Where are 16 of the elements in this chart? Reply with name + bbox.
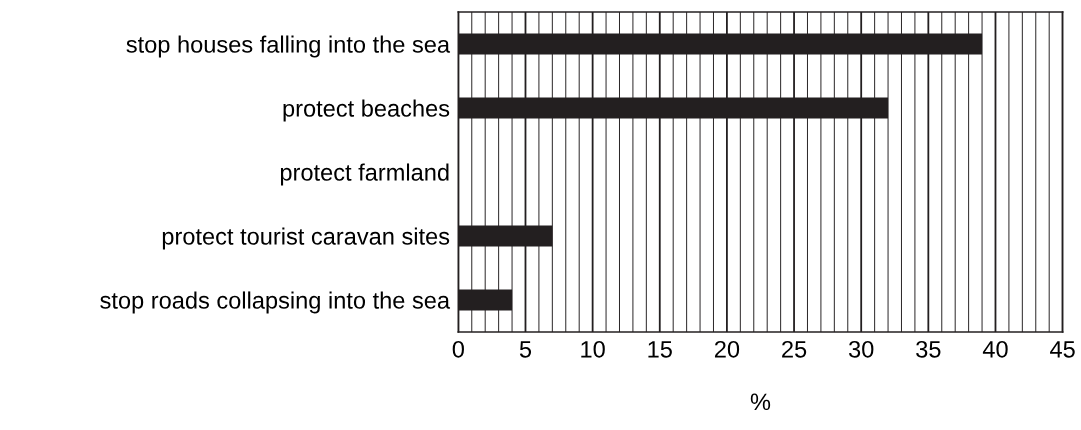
x-tick-label: 15 (648, 341, 672, 358)
y-tick-label: protect farmland (280, 163, 449, 186)
x-tick-label: 0 (452, 340, 464, 358)
x-tick-label: 5 (519, 341, 532, 358)
x-axis-title: % (750, 393, 771, 411)
y-tick-label: stop houses falling into the sea (126, 35, 451, 58)
y-tick-label: protect tourist caravan sites (162, 227, 450, 250)
x-tick-label: 35 (916, 340, 941, 358)
y-tick-label: stop roads collapsing into the sea (100, 291, 451, 314)
x-tick-label: 20 (714, 340, 740, 358)
x-tick-label: 25 (782, 340, 807, 358)
x-tick-label: 40 (982, 340, 1008, 358)
x-tick-label: 30 (848, 340, 874, 358)
x-tick-label: 45 (1050, 341, 1075, 358)
x-tick-label: 10 (581, 340, 605, 358)
y-tick-label: protect beaches (283, 99, 450, 122)
